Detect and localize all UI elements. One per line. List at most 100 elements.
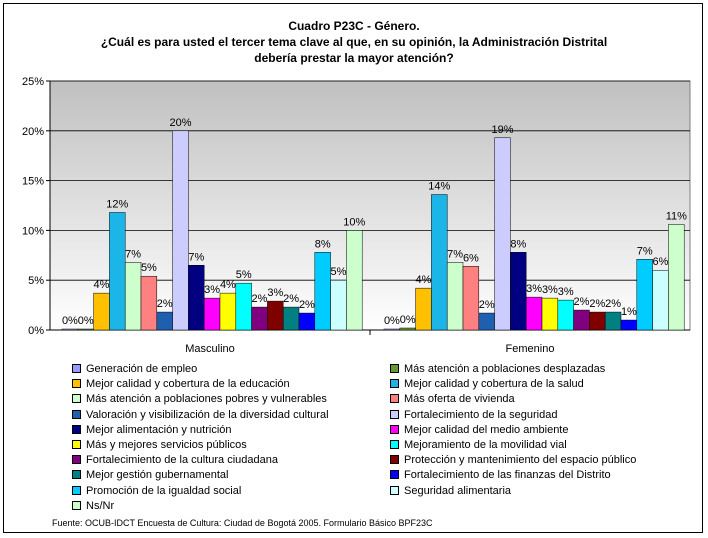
- data-label: 7%: [188, 251, 204, 263]
- data-label: 2%: [479, 299, 495, 311]
- legend-swatch: [72, 379, 81, 389]
- legend-label: Fortalecimiento de la cultura ciudadana: [86, 454, 279, 467]
- bar: [330, 279, 347, 331]
- legend-swatch: [72, 440, 81, 449]
- bar: [431, 194, 448, 331]
- y-tick-label: 15%: [22, 176, 44, 188]
- data-label: 11%: [666, 210, 687, 222]
- chart-question-line-1: ¿Cuál es para usted el tercer tema clave…: [100, 35, 608, 49]
- bar: [478, 312, 495, 331]
- chart-question-line-2: debería prestar la mayor atención?: [254, 51, 454, 65]
- data-label: 3%: [558, 286, 574, 298]
- data-label: 5%: [236, 269, 252, 281]
- legend-label: Protección y mantenimiento del espacio p…: [404, 454, 637, 467]
- legend-label: Más atención a poblaciones desplazadas: [404, 363, 606, 375]
- data-label: 4%: [416, 274, 432, 286]
- bar: [188, 265, 205, 331]
- data-label: 2%: [299, 299, 315, 311]
- legend-label: Mejoramiento de la movilidad vial: [404, 439, 567, 451]
- data-label: 2%: [283, 293, 299, 305]
- data-label: 0%: [62, 315, 78, 327]
- data-label: 2%: [252, 293, 268, 305]
- bar: [383, 328, 401, 331]
- bar: [510, 252, 527, 331]
- legend-label: Mejor alimentación y nutrición: [86, 423, 232, 436]
- data-label: 12%: [106, 198, 128, 210]
- bar: [620, 319, 638, 331]
- bar: [314, 252, 331, 331]
- legend-label: Mejor calidad y cobertura de la salud: [404, 378, 584, 391]
- legend-label: Fortalecimiento de la seguridad: [404, 408, 558, 421]
- data-label: 5%: [331, 266, 347, 278]
- data-label: 4%: [220, 279, 236, 291]
- legend-label: Más oferta de vivienda: [404, 393, 515, 406]
- source-note: Fuente: OCUB-IDCT Encuesta de Cultura: C…: [52, 518, 433, 528]
- bar: [573, 309, 590, 331]
- legend-label: Seguridad alimentaria: [404, 484, 512, 497]
- bar: [251, 306, 268, 331]
- data-label: 3%: [267, 287, 283, 299]
- bar: [219, 292, 237, 331]
- bar: [636, 259, 653, 331]
- legend-label: Promoción de la igualdad social: [86, 484, 242, 497]
- legend-label: Mejor calidad y cobertura de la educació…: [86, 378, 290, 391]
- bar: [446, 262, 464, 331]
- category-label: Masculino: [185, 343, 235, 355]
- bar: [298, 312, 316, 331]
- data-label: 7%: [637, 245, 653, 257]
- data-label: 14%: [428, 181, 450, 193]
- bar: [140, 275, 158, 331]
- category-label: Femenino: [506, 343, 555, 355]
- legend-label: Más atención a poblaciones pobres y vuln…: [86, 393, 327, 406]
- bar: [589, 311, 606, 331]
- data-label: 2%: [574, 296, 590, 308]
- data-label: 20%: [169, 117, 191, 129]
- bar: [124, 262, 142, 331]
- legend-label: Fortalecimiento de las finanzas del Dist…: [404, 469, 611, 482]
- y-tick-label: 0%: [28, 325, 44, 337]
- legend-swatch: [390, 470, 399, 480]
- legend-swatch: [390, 409, 399, 419]
- legend-label: Valoración y visibilización de la divers…: [86, 408, 329, 421]
- bar: [525, 296, 543, 331]
- bar: [203, 297, 221, 331]
- bar: [668, 224, 685, 331]
- bar: [235, 282, 252, 331]
- y-tick-label: 5%: [28, 275, 44, 287]
- data-label: 4%: [94, 279, 110, 291]
- bar: [541, 297, 559, 331]
- bar: [494, 137, 511, 331]
- bar: [61, 328, 79, 331]
- legend-swatch: [72, 364, 81, 373]
- bar: [462, 266, 480, 331]
- bar: [77, 328, 94, 331]
- legend-swatch: [72, 424, 81, 434]
- y-tick-label: 25%: [22, 76, 44, 88]
- bar: [156, 311, 173, 331]
- data-label: 2%: [157, 298, 173, 310]
- legend-swatch: [390, 424, 399, 434]
- data-label: 0%: [384, 315, 400, 327]
- data-label: 3%: [526, 283, 542, 295]
- legend-swatch: [72, 500, 81, 510]
- data-label: 3%: [542, 284, 558, 296]
- bar: [557, 299, 574, 331]
- bar: [172, 130, 189, 331]
- bar: [346, 230, 363, 331]
- bar: [93, 292, 110, 331]
- data-label: 2%: [589, 298, 605, 310]
- legend-swatch: [72, 485, 81, 495]
- bar: [652, 269, 669, 331]
- legend-swatch: [390, 379, 399, 389]
- legend-swatch: [72, 470, 81, 480]
- y-tick-label: 10%: [22, 225, 44, 237]
- legend-label: Mejor gestión gubernamental: [86, 469, 229, 482]
- data-label: 1%: [621, 306, 637, 318]
- data-label: 0%: [400, 314, 416, 326]
- data-label: 2%: [605, 298, 621, 310]
- data-label: 0%: [78, 315, 94, 327]
- data-label: 7%: [447, 248, 463, 260]
- y-tick-label: 20%: [22, 126, 44, 138]
- legend-swatch: [390, 440, 399, 449]
